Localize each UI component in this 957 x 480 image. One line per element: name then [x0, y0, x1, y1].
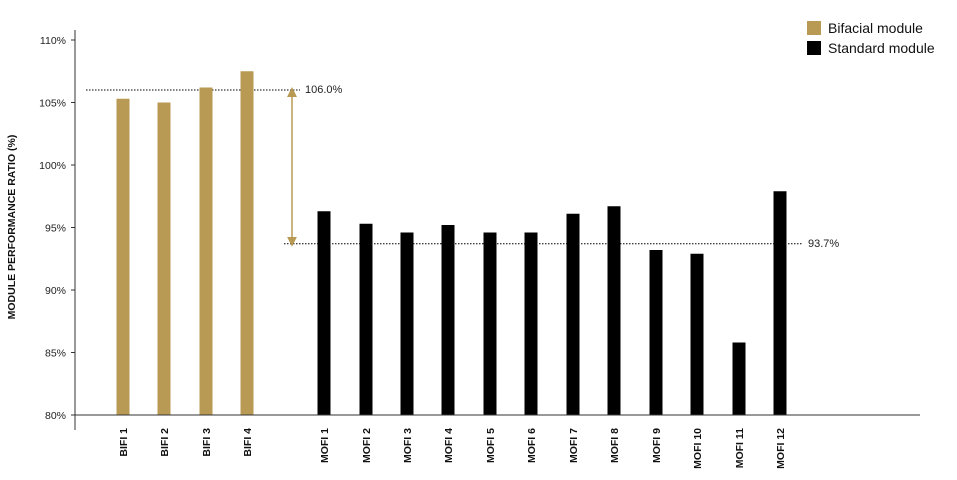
x-tick-label: MOFI 4: [443, 428, 455, 463]
legend: Bifacial module Standard module: [807, 20, 935, 56]
x-tick-label: BIFI 1: [118, 428, 130, 457]
bar-mofi-1: [317, 211, 331, 415]
x-axis-labels: BIFI 1 BIFI 2 BIFI 3 BIFI 4 MOFI 1 MOFI 2 MOFI…: [118, 428, 787, 469]
x-tick-label: MOFI 10: [692, 428, 704, 469]
bar-bifi-4: [240, 71, 254, 415]
x-tick-label: MOFI 1: [319, 428, 331, 463]
x-tick-label: BIFI 2: [159, 428, 171, 457]
bar-bifi-1: [116, 98, 130, 415]
bars: [116, 71, 787, 415]
x-tick-label: MOFI 12: [775, 428, 787, 469]
y-tick-label: 105%: [39, 98, 66, 110]
bar-bifi-2: [157, 102, 171, 415]
legend-label-standard: Standard module: [828, 40, 935, 56]
bar-mofi-10: [690, 253, 704, 415]
bar-mofi-9: [649, 250, 663, 415]
bar-mofi-11: [732, 342, 746, 415]
x-tick-label: BIFI 3: [201, 428, 213, 457]
bar-mofi-12: [773, 191, 787, 415]
bar-mofi-7: [566, 213, 580, 415]
y-axis-ticks: 80% 85% 90% 95% 100% 105% 110%: [39, 35, 75, 422]
x-tick-label: BIFI 4: [242, 428, 254, 457]
y-tick-label: 85%: [45, 348, 66, 360]
x-tick-label: MOFI 7: [568, 428, 580, 463]
axes: 80%85%90%95%100%105%110% BIFI 1 BIFI 2 BIF…: [39, 30, 920, 469]
y-tick-label: 100%: [39, 160, 66, 172]
y-axis-title: MODULE PERFORMANCE RATIO (%): [6, 135, 18, 320]
x-tick-label: MOFI 9: [651, 428, 663, 463]
y-tick-label: 110%: [40, 35, 66, 47]
x-tick-label: MOFI 5: [485, 428, 497, 463]
y-tick-label: 90%: [45, 285, 66, 297]
bar-mofi-6: [524, 232, 538, 415]
bar-bifi-3: [199, 87, 213, 415]
legend-swatch-bifacial: [807, 21, 821, 35]
reference-label-standard-average: 93.7%: [808, 238, 839, 250]
bar-mofi-2: [359, 223, 373, 415]
x-tick-label: MOFI 11: [734, 428, 746, 468]
bar-mofi-4: [441, 225, 455, 415]
x-tick-label: MOFI 6: [526, 428, 538, 463]
bar-mofi-8: [607, 206, 621, 415]
y-tick-label: 80%: [45, 410, 66, 422]
legend-label-bifacial: Bifacial module: [828, 20, 923, 36]
bar-mofi-5: [483, 232, 497, 415]
legend-swatch-standard: [807, 41, 821, 55]
x-tick-label: MOFI 2: [361, 428, 373, 463]
x-tick-label: MOFI 3: [402, 428, 414, 463]
y-tick-label: 95%: [45, 223, 66, 235]
bar-mofi-3: [400, 232, 414, 415]
reference-label-bifacial-average: 106.0%: [305, 84, 343, 96]
reference-lines: 106.0% 93.7%: [86, 84, 839, 250]
x-tick-label: MOFI 8: [609, 428, 621, 463]
